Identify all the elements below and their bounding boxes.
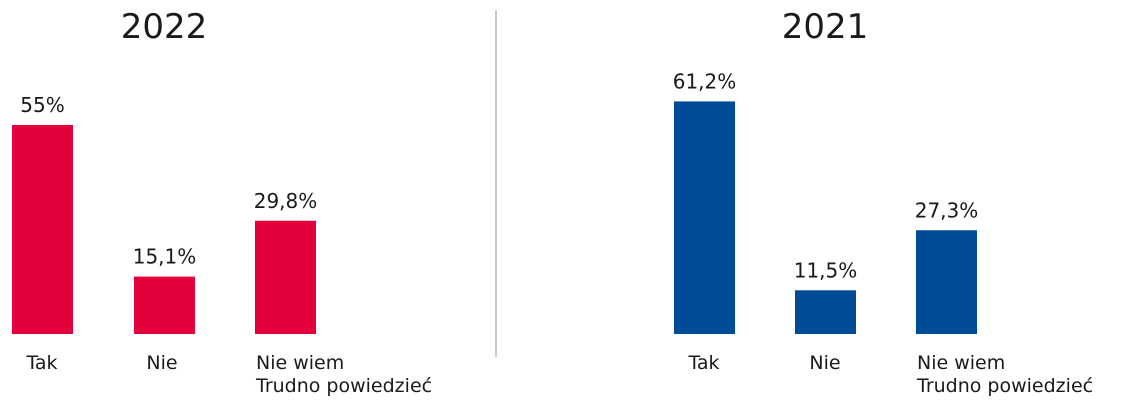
category-label: Nie wiem Trudno powiedzieć (255, 352, 432, 396)
category-label: Nie (146, 352, 177, 374)
bar-1 (795, 290, 856, 334)
chart-title: 2022 (121, 7, 208, 47)
data-label: 29,8% (254, 189, 318, 213)
bar-0 (674, 101, 735, 334)
chart-title: 2021 (782, 7, 869, 47)
bar-1 (134, 276, 195, 334)
chart-panel-0: 2022 55% Tak 15,1% Nie 29,8% Nie wiem Trudno po… (12, 7, 432, 397)
bar-0 (12, 125, 73, 334)
category-label: Nie wiem Trudno powiedzieć (916, 352, 1093, 396)
data-label: 11,5% (794, 258, 858, 282)
chart-panel-1: 2021 61,2% Tak 11,5% Nie 27,3% Nie wiem Trudno … (673, 7, 1093, 397)
category-label: Nie (809, 352, 840, 374)
data-label: 55% (20, 93, 64, 117)
bar-2 (255, 220, 316, 334)
category-label: Tak (687, 352, 719, 374)
data-label: 27,3% (915, 198, 979, 222)
category-label: Tak (25, 352, 57, 374)
data-label: 61,2% (673, 69, 737, 93)
bar-2 (916, 230, 977, 334)
data-label: 15,1% (133, 245, 197, 269)
